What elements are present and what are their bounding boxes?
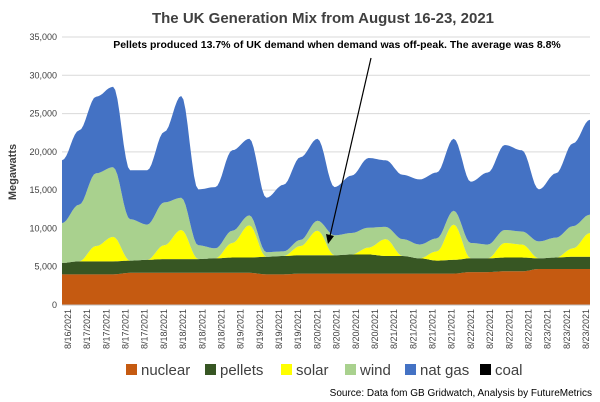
y-tick-label: 30,000 (29, 70, 57, 80)
legend-label: coal (495, 362, 523, 379)
x-tick-label: 8/17/2021 (82, 309, 92, 349)
x-tick-label: 8/21/2021 (447, 309, 457, 349)
x-axis-ticks: 8/16/2021 8/17/2021 8/17/2021 8/17/2021 8/17… (63, 309, 591, 349)
x-tick-label: 8/20/2021 (351, 309, 361, 349)
legend-swatch (205, 364, 216, 375)
y-tick-label: 10,000 (29, 223, 57, 233)
area-solar (62, 224, 590, 263)
x-tick-label: 8/18/2021 (178, 309, 188, 349)
y-axis-ticks: 0 5,000 10,000 15,000 20,000 25,000 30,000 35,0… (29, 32, 57, 310)
x-tick-label: 8/22/2021 (466, 309, 476, 349)
legend-item-nuclear: nuclear (126, 362, 190, 379)
legend-label: nuclear (141, 362, 190, 379)
x-tick-label: 8/16/2021 (63, 309, 73, 349)
x-tick-label: 8/17/2021 (140, 309, 150, 349)
area-nat-gas (62, 86, 590, 253)
x-tick-label: 8/18/2021 (159, 309, 169, 349)
legend-item-wind: wind (345, 362, 391, 379)
legend: nuclear pellets solar wind nat gas coal (126, 362, 523, 379)
y-tick-label: 0 (52, 300, 57, 310)
legend-swatch (480, 364, 491, 375)
legend-swatch (405, 364, 416, 375)
x-tick-label: 8/21/2021 (428, 309, 438, 349)
y-tick-label: 25,000 (29, 109, 57, 119)
y-axis-label: Megawatts (7, 144, 19, 200)
x-tick-label: 8/17/2021 (101, 309, 111, 349)
area-nuclear (62, 269, 590, 305)
x-tick-label: 8/21/2021 (408, 309, 418, 349)
area-pellets (62, 254, 590, 275)
annotation-arrow (326, 57, 372, 244)
legend-item-coal: coal (480, 362, 523, 379)
x-tick-label: 8/18/2021 (217, 309, 227, 349)
chart-title: The UK Generation Mix from August 16-23,… (152, 10, 494, 27)
y-tick-label: 20,000 (29, 147, 57, 157)
y-tick-label: 35,000 (29, 32, 57, 42)
annotation-text: Pellets produced 13.7% of UK demand when… (113, 39, 561, 51)
x-tick-label: 8/22/2021 (523, 309, 533, 349)
x-tick-label: 8/20/2021 (332, 309, 342, 349)
area-wind (62, 167, 590, 263)
legend-item-pellets: pellets (205, 362, 263, 379)
legend-label: pellets (220, 362, 263, 379)
x-tick-label: 8/22/2021 (504, 309, 514, 349)
legend-swatch (345, 364, 356, 375)
x-tick-label: 8/18/2021 (197, 309, 207, 349)
x-tick-label: 8/20/2021 (312, 309, 322, 349)
source-note: Source: Data fom GB Gridwatch, Analysis … (330, 388, 592, 399)
x-tick-label: 8/19/2021 (236, 309, 246, 349)
legend-item-solar: solar (281, 362, 329, 379)
legend-item-nat-gas: nat gas (405, 362, 469, 379)
x-tick-label: 8/20/2021 (370, 309, 380, 349)
y-tick-label: 5,000 (34, 262, 57, 272)
x-tick-label: 8/17/2021 (121, 309, 131, 349)
legend-label: solar (296, 362, 329, 379)
x-tick-label: 8/19/2021 (274, 309, 284, 349)
legend-swatch (281, 364, 292, 375)
x-tick-label: 8/19/2021 (255, 309, 265, 349)
x-tick-label: 8/23/2021 (581, 309, 591, 349)
legend-label: nat gas (420, 362, 469, 379)
legend-swatch (126, 364, 137, 375)
x-tick-label: 8/23/2021 (543, 309, 553, 349)
legend-label: wind (359, 362, 391, 379)
x-tick-label: 8/22/2021 (485, 309, 495, 349)
y-tick-label: 15,000 (29, 185, 57, 195)
stacked-areas (62, 86, 590, 305)
x-tick-label: 8/21/2021 (389, 309, 399, 349)
x-tick-label: 8/23/2021 (562, 309, 572, 349)
x-tick-label: 8/19/2021 (293, 309, 303, 349)
